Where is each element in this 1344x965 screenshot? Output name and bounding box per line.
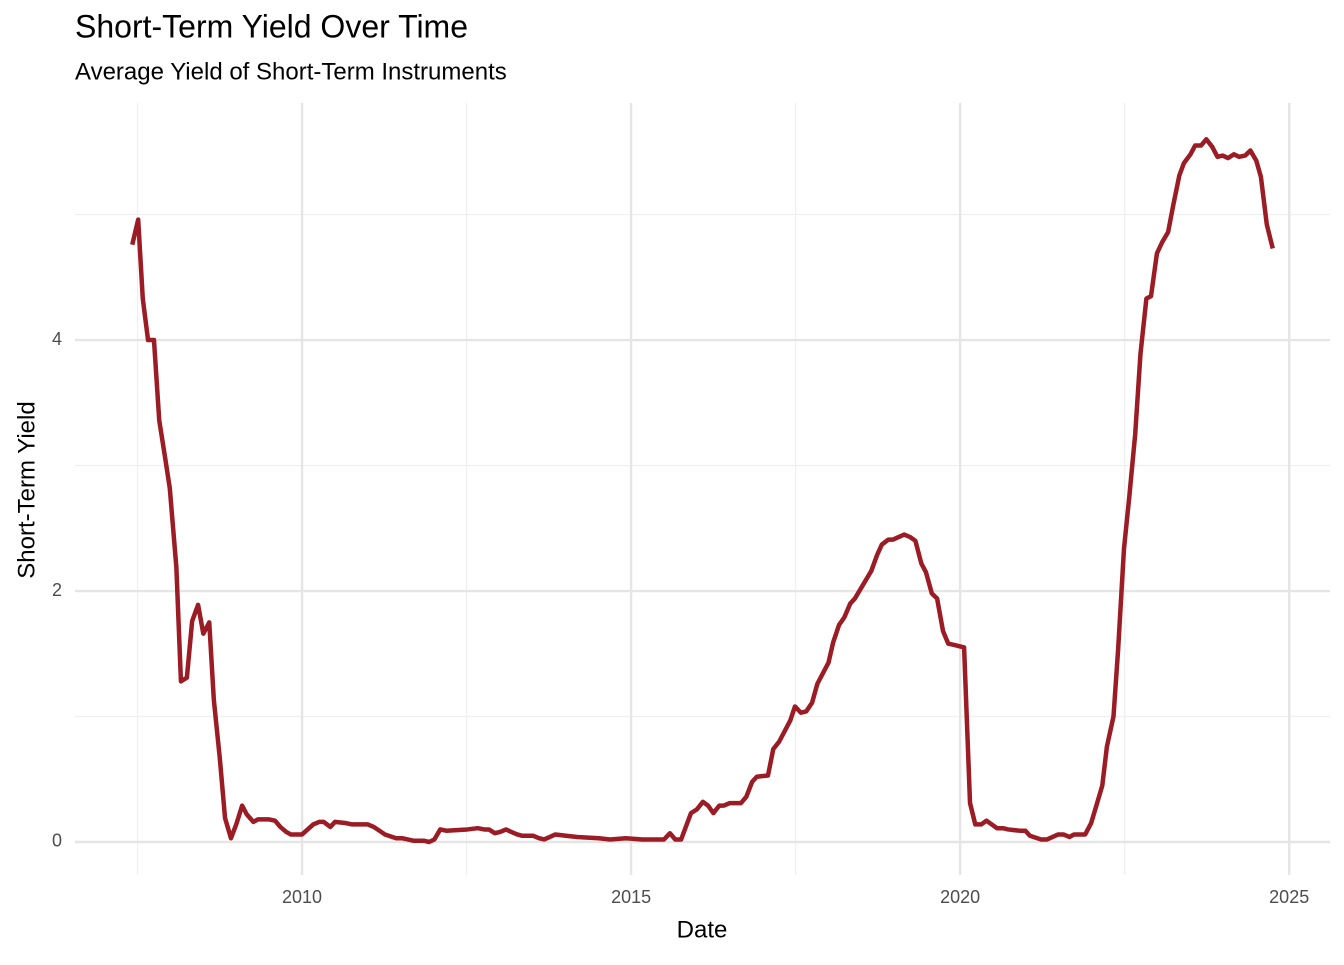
chart-title: Short-Term Yield Over Time (75, 8, 468, 44)
x-tick-label: 2010 (282, 887, 322, 907)
y-tick-label: 2 (52, 580, 62, 600)
y-axis-title: Short-Term Yield (13, 401, 40, 578)
chart-subtitle: Average Yield of Short-Term Instruments (75, 58, 507, 85)
y-tick-label: 0 (52, 831, 62, 851)
x-tick-label: 2025 (1269, 887, 1309, 907)
data-line (130, 137, 1275, 845)
x-axis-title: Date (677, 916, 728, 943)
x-tick-label: 2020 (940, 887, 980, 907)
x-tick-label: 2015 (611, 887, 651, 907)
y-tick-label: 4 (52, 329, 62, 349)
